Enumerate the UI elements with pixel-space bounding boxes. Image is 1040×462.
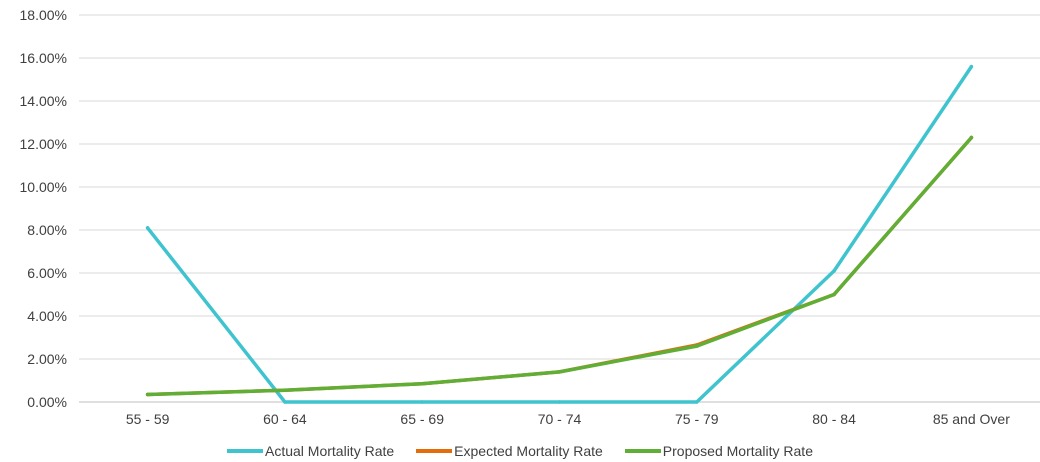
data-point (420, 381, 424, 386)
y-axis-tick-labels: 0.00% 2.00% 4.00% 6.00% 8.00% 10.00% 12.00% 14.… (20, 7, 67, 410)
legend-label-expected: Expected Mortality Rate (454, 443, 603, 459)
data-point (145, 392, 150, 397)
x-tick-label: 75 - 79 (675, 411, 719, 427)
gridlines (79, 14, 1040, 403)
y-tick-label: 10.00% (20, 179, 67, 195)
legend-item-proposed: Proposed Mortality Rate (624, 443, 813, 459)
data-point (832, 292, 836, 297)
series-line-expected (145, 135, 974, 397)
y-tick-label: 12.00% (20, 136, 67, 152)
series-line-actual (145, 64, 974, 404)
data-point (283, 388, 287, 392)
legend-item-expected: Expected Mortality Rate (416, 443, 603, 459)
chart-legend: Actual Mortality Rate Expected Mortality… (0, 441, 1040, 461)
data-point (283, 400, 287, 404)
legend-item-actual: Actual Mortality Rate (227, 443, 394, 459)
y-tick-label: 2.00% (27, 351, 67, 367)
data-point (420, 400, 424, 404)
series-line-proposed (145, 135, 974, 397)
y-tick-label: 8.00% (27, 222, 67, 238)
legend-swatch-expected (416, 449, 453, 453)
y-tick-label: 14.00% (20, 93, 67, 109)
x-tick-label: 85 and Over (933, 411, 1010, 427)
x-tick-label: 60 - 64 (263, 411, 307, 427)
data-point (557, 370, 562, 374)
x-tick-label: 65 - 69 (400, 411, 444, 427)
legend-label-actual: Actual Mortality Rate (265, 443, 395, 459)
x-tick-label: 55 - 59 (126, 411, 170, 427)
y-tick-label: 0.00% (27, 394, 67, 410)
data-point (695, 344, 699, 348)
y-tick-label: 16.00% (20, 50, 67, 66)
legend-label-proposed: Proposed Mortality Rate (662, 443, 813, 459)
legend-swatch-proposed (624, 449, 661, 453)
y-tick-label: 6.00% (27, 265, 67, 281)
data-point (969, 135, 974, 140)
x-tick-label: 80 - 84 (812, 411, 856, 427)
data-point (695, 400, 699, 404)
data-point (832, 269, 836, 273)
line-chart-plot: 0.00% 2.00% 4.00% 6.00% 8.00% 10.00% 12.00% 14.… (20, 7, 1040, 427)
series-lines (145, 64, 974, 404)
y-tick-label: 4.00% (27, 308, 67, 324)
data-point (969, 64, 974, 69)
data-point (145, 226, 150, 230)
x-tick-label: 70 - 74 (538, 411, 582, 427)
x-axis-tick-labels: 55 - 59 60 - 64 65 - 69 70 - 74 75 - 79 80 - … (126, 411, 1010, 427)
data-point (557, 400, 562, 404)
y-tick-label: 18.00% (20, 7, 67, 23)
legend-swatch-actual (227, 449, 263, 453)
